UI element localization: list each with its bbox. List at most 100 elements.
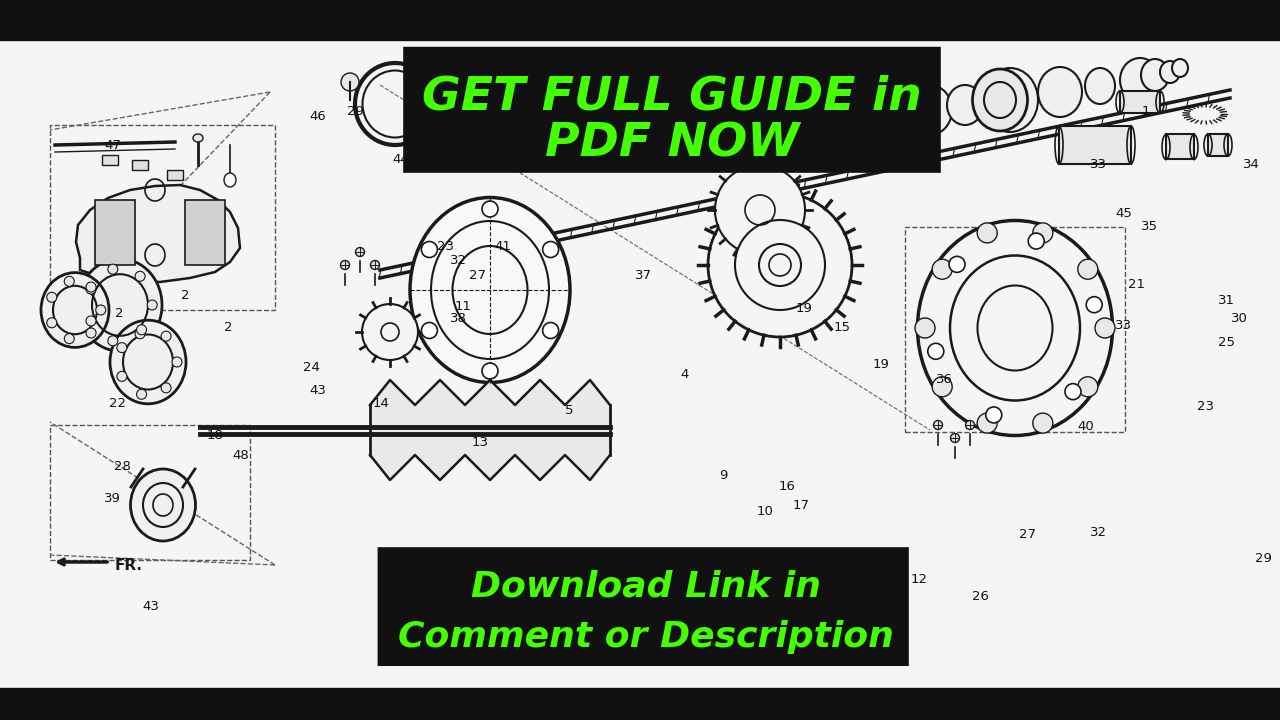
Ellipse shape	[1120, 58, 1160, 102]
Ellipse shape	[1038, 67, 1082, 117]
Text: 8: 8	[451, 602, 458, 615]
Bar	[1166, 134, 1194, 159]
Ellipse shape	[362, 304, 419, 360]
Ellipse shape	[41, 273, 109, 348]
Text: 36: 36	[936, 373, 954, 386]
Bar	[50, 425, 250, 560]
Circle shape	[1065, 384, 1082, 400]
Bar	[1208, 134, 1228, 156]
Circle shape	[136, 271, 145, 282]
Circle shape	[340, 73, 358, 91]
Circle shape	[543, 241, 558, 258]
Text: FR.: FR.	[115, 557, 143, 572]
FancyBboxPatch shape	[378, 547, 909, 666]
Text: 12: 12	[910, 573, 928, 586]
Circle shape	[543, 323, 558, 338]
Text: Download Link in: Download Link in	[471, 570, 822, 604]
Text: 2: 2	[115, 307, 123, 320]
FancyBboxPatch shape	[403, 47, 941, 173]
Text: 17: 17	[792, 499, 810, 512]
Circle shape	[161, 383, 172, 393]
Text: HR44F1800C: HR44F1800C	[800, 575, 882, 588]
Ellipse shape	[78, 258, 163, 351]
Circle shape	[96, 305, 106, 315]
Circle shape	[137, 390, 146, 400]
Text: 37: 37	[635, 269, 653, 282]
Polygon shape	[76, 185, 241, 282]
Bar	[50, 125, 275, 310]
Circle shape	[1028, 233, 1044, 249]
Text: 44: 44	[392, 153, 410, 166]
Ellipse shape	[716, 165, 805, 255]
Circle shape	[483, 201, 498, 217]
Circle shape	[86, 282, 96, 292]
Circle shape	[108, 264, 118, 274]
Circle shape	[172, 357, 182, 367]
Text: 45: 45	[1115, 207, 1133, 220]
Ellipse shape	[735, 220, 826, 310]
Text: 18: 18	[206, 429, 224, 442]
Text: 27: 27	[1019, 528, 1037, 541]
Bar	[0, 0, 1280, 40]
Text: 39: 39	[104, 492, 122, 505]
Circle shape	[86, 284, 96, 294]
Bar	[905, 227, 1125, 432]
Bar	[186, 200, 225, 265]
Circle shape	[64, 333, 74, 343]
Text: 27: 27	[468, 269, 486, 282]
Ellipse shape	[410, 197, 570, 382]
Circle shape	[977, 223, 997, 243]
Bar	[0, 688, 1280, 720]
Circle shape	[928, 343, 943, 359]
Text: 10: 10	[756, 505, 774, 518]
Circle shape	[147, 300, 157, 310]
Ellipse shape	[1140, 59, 1169, 91]
Ellipse shape	[947, 85, 983, 125]
Circle shape	[977, 413, 997, 433]
Circle shape	[116, 343, 127, 353]
Circle shape	[136, 329, 145, 338]
Circle shape	[1094, 318, 1115, 338]
Ellipse shape	[760, 564, 769, 572]
Text: 33: 33	[1115, 319, 1133, 332]
Circle shape	[932, 259, 952, 279]
Text: 43: 43	[142, 600, 160, 613]
Ellipse shape	[918, 220, 1112, 436]
Text: 41: 41	[494, 240, 512, 253]
Circle shape	[86, 328, 96, 338]
Text: 2: 2	[182, 289, 189, 302]
Text: 21: 21	[1128, 278, 1146, 291]
Circle shape	[421, 241, 438, 258]
Bar	[95, 200, 134, 265]
Text: 2: 2	[224, 321, 232, 334]
Circle shape	[1087, 297, 1102, 312]
Circle shape	[932, 377, 952, 397]
Text: 46: 46	[308, 110, 326, 123]
Text: 30: 30	[1230, 312, 1248, 325]
Circle shape	[421, 323, 438, 338]
Circle shape	[108, 336, 118, 346]
Ellipse shape	[879, 105, 900, 129]
Circle shape	[1078, 259, 1098, 279]
Ellipse shape	[908, 85, 952, 135]
Text: 28: 28	[114, 460, 132, 473]
Text: 33: 33	[1089, 158, 1107, 171]
Text: 34: 34	[1243, 158, 1261, 171]
Circle shape	[948, 256, 965, 272]
Ellipse shape	[1160, 61, 1180, 83]
Ellipse shape	[1085, 68, 1115, 104]
Text: 24: 24	[302, 361, 320, 374]
Ellipse shape	[844, 110, 867, 138]
Text: 26: 26	[972, 590, 989, 603]
Ellipse shape	[982, 68, 1038, 132]
Text: GET FULL GUIDE in: GET FULL GUIDE in	[422, 75, 922, 120]
Ellipse shape	[370, 261, 379, 269]
Circle shape	[47, 292, 56, 302]
Text: 19: 19	[795, 302, 813, 315]
Text: 16: 16	[778, 480, 796, 492]
Circle shape	[1033, 413, 1053, 433]
Text: 25: 25	[1217, 336, 1235, 348]
Circle shape	[161, 331, 172, 341]
Text: Comment or Description: Comment or Description	[398, 620, 895, 654]
Text: 22: 22	[109, 397, 127, 410]
